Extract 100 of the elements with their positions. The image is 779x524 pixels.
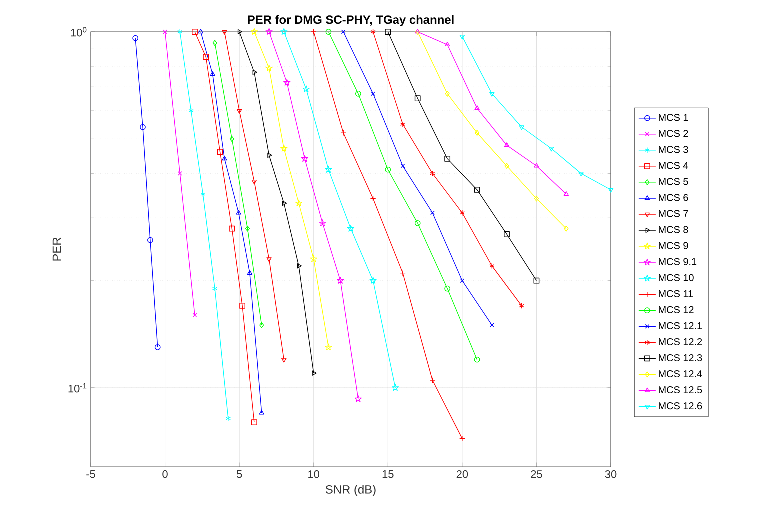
point	[230, 136, 234, 142]
point	[385, 166, 392, 173]
point	[534, 278, 540, 284]
point	[504, 232, 510, 238]
point	[222, 156, 228, 161]
point	[474, 105, 480, 110]
point	[490, 92, 495, 97]
point	[240, 303, 246, 309]
point	[354, 396, 362, 402]
legend-label: MCS 3	[659, 146, 688, 154]
point	[252, 180, 258, 185]
point	[200, 191, 206, 198]
point	[445, 90, 450, 97]
point	[490, 263, 495, 270]
point	[217, 149, 224, 156]
point	[370, 277, 377, 284]
point	[414, 220, 421, 226]
point	[325, 166, 332, 173]
chart-title: PER for DMG SC-PHY, TGay channel	[248, 15, 454, 26]
point	[192, 29, 198, 35]
point	[444, 286, 451, 292]
legend-label: MCS 12.3	[659, 354, 702, 362]
legend-label: MCS 12	[659, 306, 694, 314]
legend-label: MCS 12.2	[659, 338, 702, 346]
point	[210, 72, 216, 76]
point	[266, 258, 272, 262]
point	[504, 142, 510, 148]
legend-label: MCS 11	[659, 290, 694, 298]
point	[347, 225, 355, 232]
point	[474, 130, 480, 136]
point	[280, 28, 288, 36]
point	[245, 226, 250, 232]
point	[444, 156, 451, 162]
point	[460, 278, 465, 284]
x-tick-label: 25	[531, 470, 542, 478]
legend-label: MCS 9.1	[659, 258, 697, 266]
x-tick-label: 10	[308, 470, 320, 478]
point	[236, 109, 242, 114]
legend-label: MCS 8	[659, 226, 688, 234]
point	[504, 163, 510, 170]
point	[519, 126, 524, 130]
x-tick-label: 30	[605, 470, 617, 478]
point	[302, 86, 310, 92]
point	[301, 155, 308, 162]
point	[212, 286, 218, 292]
legend-label: MCS 1	[659, 114, 688, 122]
point	[280, 145, 288, 152]
point	[247, 270, 253, 275]
point	[252, 70, 258, 76]
x-tick-label: 15	[382, 470, 394, 478]
point	[251, 420, 258, 426]
point	[319, 220, 326, 226]
legend-label: MCS 12.1	[659, 322, 702, 330]
point	[140, 124, 146, 130]
point	[203, 54, 210, 60]
point	[284, 79, 291, 86]
legend-label: MCS 9	[659, 242, 688, 250]
point	[297, 264, 302, 269]
point	[460, 210, 466, 216]
point	[414, 96, 421, 102]
point	[337, 277, 344, 284]
x-tick-label: 0	[162, 470, 168, 478]
x-tick-label: 20	[456, 470, 468, 478]
point	[282, 200, 288, 206]
legend-label: MCS 6	[659, 194, 688, 202]
point	[548, 147, 554, 152]
x-tick-label: -5	[86, 470, 96, 478]
point	[188, 108, 194, 114]
y-tick-label: 10$^{-1}$	[68, 383, 87, 393]
point	[444, 42, 450, 47]
point	[534, 196, 540, 202]
point	[400, 122, 406, 128]
point	[236, 210, 242, 215]
point	[229, 226, 236, 232]
y-axis-title: PER	[52, 238, 62, 261]
point	[385, 29, 392, 35]
point	[474, 187, 480, 193]
x-tick-label: 5	[236, 470, 242, 478]
point	[392, 384, 400, 392]
point	[534, 163, 540, 168]
legend-label: MCS 5	[659, 178, 688, 186]
legend-label: MCS 4	[659, 162, 688, 170]
point	[147, 237, 154, 244]
point	[266, 28, 273, 36]
point	[400, 164, 406, 168]
point	[430, 210, 435, 216]
legend-label: MCS 2	[659, 130, 688, 138]
point	[268, 152, 272, 158]
legend-label: MCS 7	[659, 210, 688, 218]
point	[295, 200, 303, 207]
point	[325, 344, 332, 351]
point	[371, 92, 376, 96]
legend-label: MCS 10	[659, 274, 694, 282]
point	[266, 64, 273, 72]
point	[250, 28, 258, 36]
point	[310, 256, 318, 262]
point	[178, 171, 182, 176]
y-tick-label: 10$^{0}$	[71, 27, 87, 37]
x-axis-title: SNR (dB)	[326, 485, 376, 496]
legend-label: MCS 12.6	[659, 402, 702, 410]
